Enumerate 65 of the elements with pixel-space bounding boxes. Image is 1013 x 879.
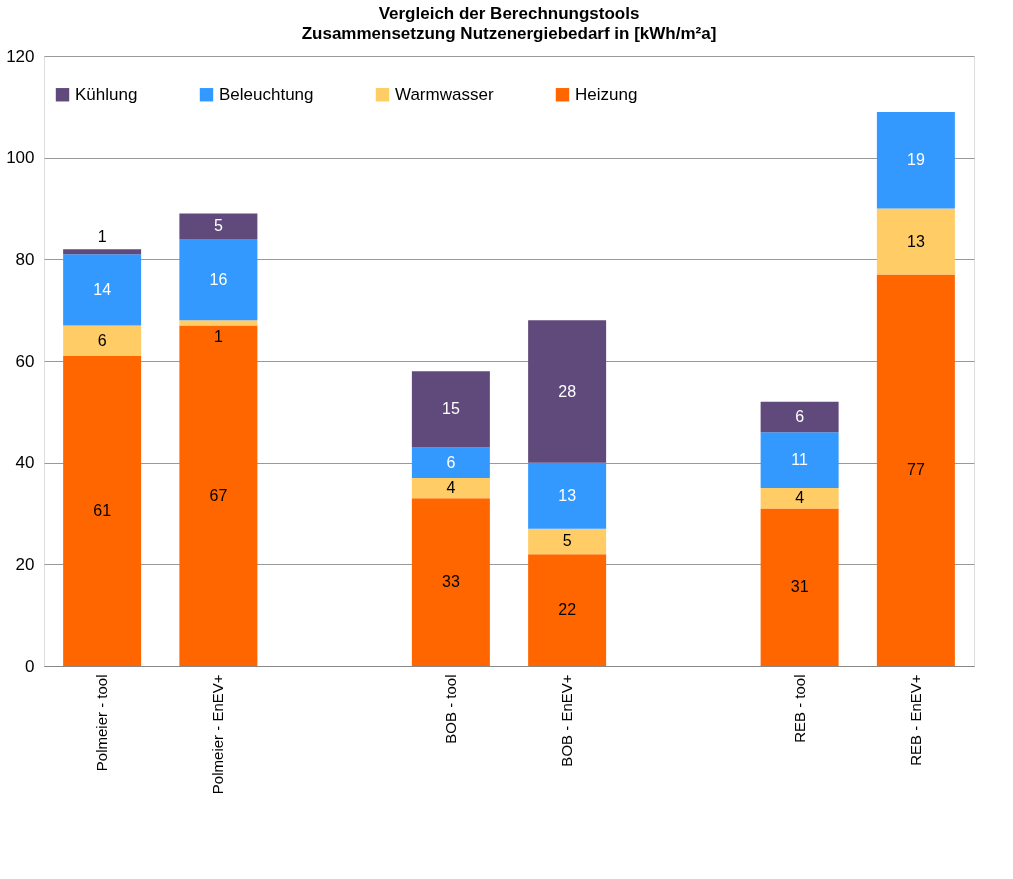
data-label: 16 [209,270,228,288]
data-label: 1 [97,228,107,246]
bar [411,447,490,478]
data-label: 33 [441,573,460,591]
y-tick-label: 20 [15,554,35,574]
bar [411,477,490,499]
bar [179,239,258,321]
bar [179,325,258,666]
data-label: 67 [209,486,228,504]
bar [876,274,955,666]
x-tick-label: Polmeier - EnEV+ [209,674,227,795]
data-label: 77 [906,461,925,479]
bar [179,320,258,326]
chart-subtitle: Zusammensetzung Nutzenergiebedarf in [kWh/m²a] [301,24,717,43]
data-label: 5 [562,532,572,550]
y-tick-label: 0 [25,656,35,676]
y-tick-label: 100 [6,148,35,168]
data-label: 4 [446,479,456,497]
y-tick-label: 40 [15,453,35,473]
x-tick-label: BOB - EnEV+ [558,674,576,767]
y-tick-label: 120 [6,46,35,66]
bar [528,320,607,463]
legend-label: Beleuchtung [219,84,314,104]
data-label: 4 [795,489,805,507]
bar [63,249,142,255]
bar [760,432,839,489]
data-label: 13 [558,486,577,504]
data-label: 6 [446,453,456,471]
data-label: 6 [97,331,107,349]
bar [411,371,490,448]
bar [411,498,490,666]
x-tick-label: BOB - tool [441,674,459,744]
data-label: 22 [558,601,577,619]
data-label: 15 [441,400,460,418]
bar [876,208,955,275]
chart-title: Vergleich der Berechnungstools [378,4,640,23]
bar [528,462,607,529]
bar [760,508,839,666]
legend-label: Heizung [575,84,638,104]
data-label: 31 [790,578,809,596]
legend-label: Kühlung [75,84,138,104]
bar [528,554,607,666]
y-tick-label: 60 [15,351,35,371]
bar [63,355,142,666]
data-label: 19 [906,151,925,169]
bar [760,488,839,509]
bar [528,528,607,555]
data-label: 1 [213,328,223,346]
legend-label: Warmwasser [395,84,494,104]
data-label: 5 [213,217,223,235]
data-label: 14 [93,280,112,298]
y-tick-label: 80 [15,249,35,269]
bar [179,213,258,239]
bar [63,325,142,356]
bar [63,254,142,326]
x-tick-label: REB - tool [790,674,808,743]
data-label: 28 [558,382,577,400]
data-label: 11 [791,451,809,469]
data-label: 13 [906,232,925,250]
data-label: 6 [795,407,805,425]
x-tick-label: Polmeier - tool [93,674,111,772]
bar [760,401,839,433]
bar [876,111,955,209]
data-label: 61 [93,501,112,519]
x-tick-label: REB - EnEV+ [906,674,924,766]
